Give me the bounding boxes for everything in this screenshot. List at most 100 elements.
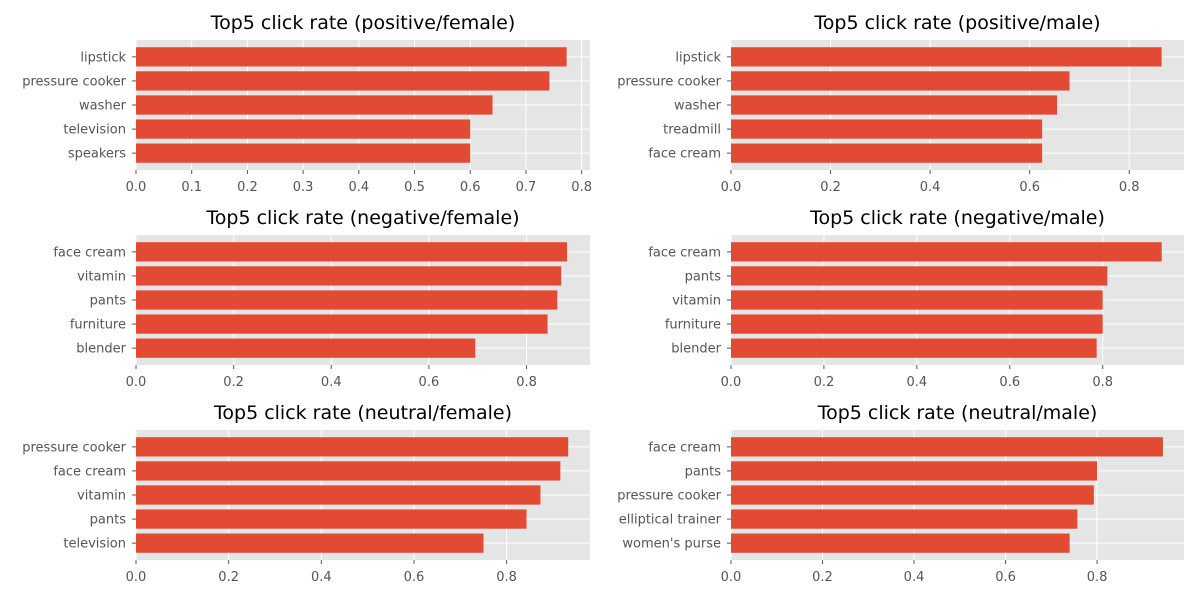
x-tick-label: 0.4	[920, 180, 941, 195]
y-tick-label: vitamin	[672, 294, 721, 309]
bar-furniture	[136, 314, 548, 334]
bar-face-cream	[136, 461, 561, 481]
y-tick-label: washer	[674, 99, 722, 114]
y-tick-label: face cream	[648, 245, 721, 260]
x-tick-label: 0.7	[516, 180, 537, 195]
x-tick-label: 0.0	[721, 375, 742, 390]
y-tick-label: television	[63, 123, 126, 138]
y-tick-label: pressure cooker	[22, 74, 126, 89]
y-tick-label: blender	[76, 342, 126, 357]
subplot-title: Top5 click rate (negative/female)	[205, 207, 519, 229]
subplot-2: lipstick pressure cooker washer treadmill fa…	[617, 12, 1184, 195]
bar-washer	[731, 95, 1058, 115]
subplot-title: Top5 click rate (negative/male)	[809, 207, 1105, 229]
x-tick-label: 0.6	[460, 180, 481, 195]
bar-women-s-purse	[731, 533, 1070, 553]
x-tick-label: 0.8	[1087, 570, 1108, 585]
subplot-3: face cream vitamin pants furniture blender 0.…	[53, 207, 590, 390]
y-tick-label: furniture	[665, 318, 721, 333]
x-tick-label: 0.2	[237, 180, 258, 195]
subplot-title: Top5 click rate (positive/male)	[813, 12, 1100, 34]
x-tick-label: 0.8	[1119, 180, 1140, 195]
bar-vitamin	[136, 485, 541, 505]
x-tick-label: 0.2	[814, 375, 835, 390]
subplot-title: Top5 click rate (neutral/female)	[213, 402, 512, 424]
x-tick-label: 0.6	[1019, 180, 1040, 195]
x-tick-label: 0.6	[999, 375, 1020, 390]
bar-face-cream	[136, 242, 568, 262]
x-tick-label: 0.8	[571, 180, 592, 195]
x-tick-label: 0.2	[820, 180, 841, 195]
subplot-4: face cream pants vitamin furniture blender 0.…	[648, 207, 1184, 390]
subplot-title: Top5 click rate (neutral/male)	[817, 402, 1098, 424]
subplot-6: face cream pants pressure cooker elliptical…	[617, 402, 1184, 585]
y-tick-label: pants	[685, 269, 722, 284]
y-tick-label: vitamin	[77, 489, 126, 504]
bar-washer	[136, 95, 493, 115]
y-tick-label: pants	[90, 513, 127, 528]
bar-speakers	[136, 143, 471, 163]
y-tick-label: vitamin	[77, 269, 126, 284]
bar-treadmill	[731, 119, 1043, 139]
x-tick-label: 0.4	[321, 375, 342, 390]
bar-pressure-cooker	[731, 485, 1094, 505]
bar-face-cream	[731, 437, 1163, 457]
y-tick-label: lipstick	[675, 50, 721, 65]
bar-face-cream	[731, 143, 1043, 163]
x-tick-label: 0.0	[126, 570, 147, 585]
subplot-1: lipstick pressure cooker washer television s…	[22, 12, 592, 195]
y-tick-label: speakers	[68, 147, 126, 162]
y-tick-label: treadmill	[663, 123, 721, 138]
y-tick-label: elliptical trainer	[619, 513, 722, 528]
y-tick-label: pressure cooker	[617, 489, 721, 504]
subplot-5: pressure cooker face cream vitamin pants tel…	[22, 402, 590, 585]
x-tick-label: 0.2	[223, 375, 244, 390]
bar-television	[136, 533, 484, 553]
bar-lipstick	[731, 47, 1162, 67]
y-tick-label: face cream	[53, 245, 126, 260]
x-tick-label: 0.8	[496, 570, 517, 585]
y-tick-label: pressure cooker	[617, 74, 721, 89]
y-tick-label: pants	[685, 464, 722, 479]
x-tick-label: 0.1	[181, 180, 202, 195]
x-tick-label: 0.8	[1092, 375, 1113, 390]
y-tick-label: face cream	[53, 464, 126, 479]
y-tick-label: pants	[90, 294, 127, 309]
y-tick-label: blender	[671, 342, 721, 357]
bar-pressure-cooker	[731, 71, 1070, 91]
x-tick-label: 0.0	[126, 180, 147, 195]
y-tick-label: face cream	[648, 147, 721, 162]
x-tick-label: 0.2	[218, 570, 239, 585]
x-tick-label: 0.3	[293, 180, 314, 195]
x-tick-label: 0.8	[516, 375, 537, 390]
bar-blender	[136, 338, 476, 358]
bar-pants	[136, 509, 527, 529]
x-tick-label: 0.6	[419, 375, 440, 390]
bar-pants	[136, 290, 558, 310]
y-tick-label: television	[63, 537, 126, 552]
bar-pressure-cooker	[136, 71, 550, 91]
x-tick-label: 0.5	[404, 180, 425, 195]
bar-pressure-cooker	[136, 437, 569, 457]
x-tick-label: 0.4	[904, 570, 925, 585]
x-tick-label: 0.6	[404, 570, 425, 585]
bar-lipstick	[136, 47, 567, 67]
x-tick-label: 0.0	[721, 570, 742, 585]
x-tick-label: 0.4	[311, 570, 332, 585]
bar-pants	[731, 266, 1108, 286]
y-tick-label: washer	[79, 99, 127, 114]
subplot-title: Top5 click rate (positive/female)	[210, 12, 516, 34]
bar-blender	[731, 338, 1097, 358]
y-tick-label: women's purse	[622, 537, 721, 552]
bar-vitamin	[731, 290, 1103, 310]
bar-vitamin	[136, 266, 562, 286]
x-tick-label: 0.2	[812, 570, 833, 585]
y-tick-label: lipstick	[80, 50, 126, 65]
x-tick-label: 0.4	[348, 180, 369, 195]
y-tick-label: face cream	[648, 440, 721, 455]
bar-face-cream	[731, 242, 1162, 262]
bar-pants	[731, 461, 1098, 481]
bar-television	[136, 119, 471, 139]
x-tick-label: 0.6	[995, 570, 1016, 585]
